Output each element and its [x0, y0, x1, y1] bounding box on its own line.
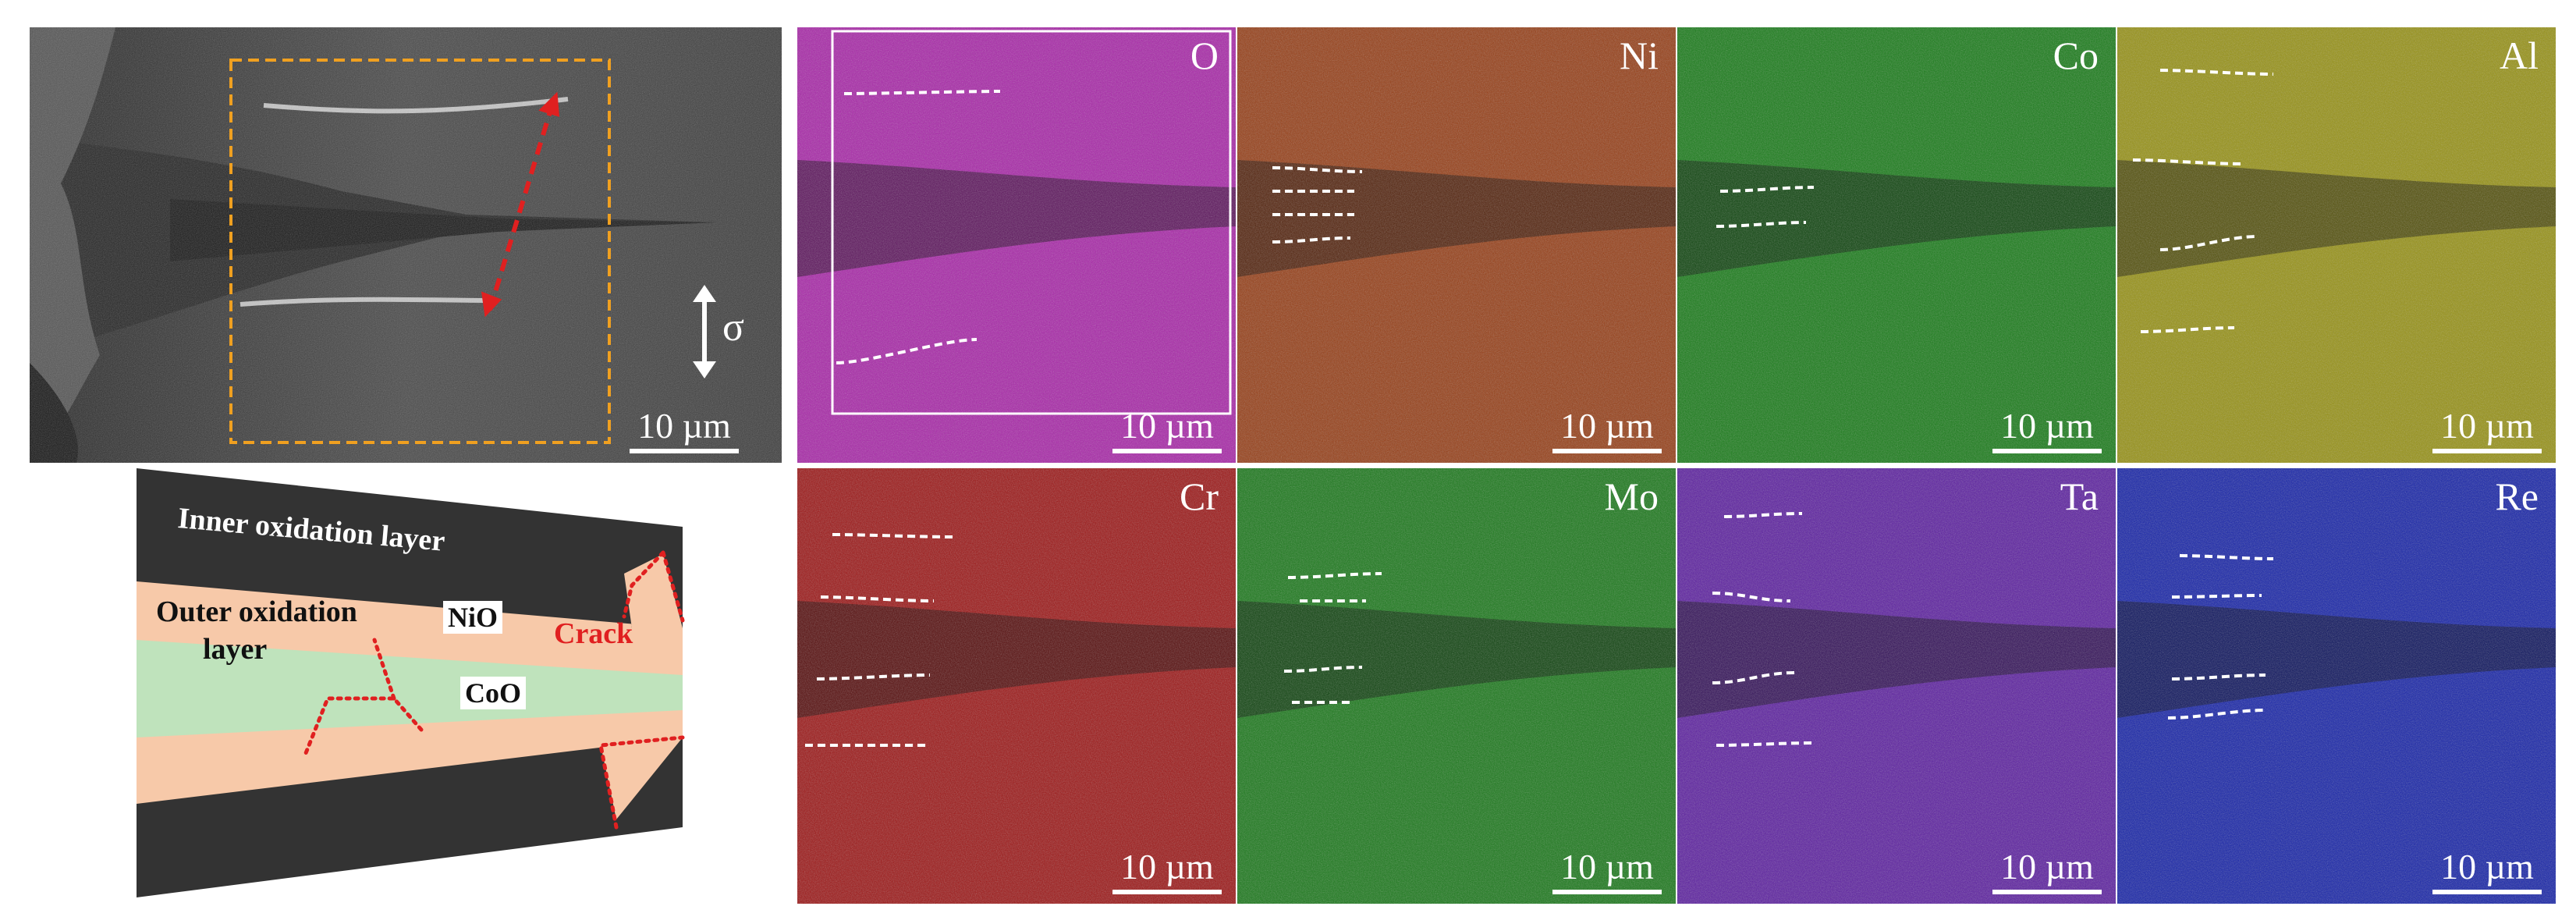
- element-label: Cr: [1180, 474, 1219, 518]
- map-panel-cr: Cr 10 µm: [797, 468, 1236, 904]
- scale-label: 10 µm: [2000, 406, 2094, 446]
- map-panel-ta: Ta 10 µm: [1677, 468, 2116, 904]
- boundary-dashed-line: [1283, 666, 1363, 673]
- map-image: [1237, 27, 1676, 463]
- boundary-dashed-line: [1716, 221, 1807, 228]
- boundary-dashed-line: [1712, 671, 1795, 684]
- scale-label: 10 µm: [2000, 847, 2094, 887]
- boundary-dashed-line: [1723, 512, 1803, 518]
- element-label: Al: [2500, 34, 2539, 77]
- outer-oxidation-label-line1: Outer oxidation: [156, 595, 357, 628]
- scale-label: 10 µm: [1120, 406, 1214, 446]
- outer-oxidation-label-line2: layer: [203, 633, 268, 666]
- scale-label: 10 µm: [2440, 406, 2534, 446]
- map-panel-ni: Ni 10 µm: [1237, 27, 1676, 463]
- map-panel-al: Al 10 µm: [2117, 27, 2556, 463]
- scale-bar-sem: 10 µm: [630, 407, 739, 453]
- scale-line: [1112, 449, 1222, 453]
- scale-line: [1992, 890, 2102, 894]
- scale-line: [1112, 890, 1222, 894]
- scale-bar: 10 µm: [1552, 848, 1662, 894]
- nio-label: NiO: [443, 601, 503, 634]
- boundary-dashed-line: [1712, 592, 1791, 602]
- map-panel-co: Co 10 µm: [1677, 27, 2116, 463]
- scale-label: 10 µm: [637, 406, 731, 446]
- map-image: [797, 27, 1236, 463]
- scale-bar: 10 µm: [1112, 848, 1222, 894]
- coo-label: CoO: [460, 677, 526, 709]
- scale-line: [1552, 890, 1662, 894]
- map-panel-o: O 10 µm: [797, 27, 1236, 463]
- element-label: Co: [2053, 34, 2099, 77]
- scale-label: 10 µm: [1560, 847, 1654, 887]
- element-label: Ni: [1620, 34, 1659, 77]
- scale-line: [1992, 449, 2102, 453]
- scale-label: 10 µm: [2440, 847, 2534, 887]
- element-label: Ta: [2060, 474, 2099, 518]
- boundary-dashed-line: [2132, 158, 2243, 165]
- map-image: [1237, 468, 1676, 904]
- stress-symbol: σ: [722, 305, 745, 350]
- map-image: [1677, 27, 2116, 463]
- schematic-drawing: [137, 468, 685, 897]
- element-label: O: [1190, 34, 1219, 77]
- scale-bar: 10 µm: [1552, 407, 1662, 453]
- scale-line: [1552, 449, 1662, 453]
- scale-line: [630, 449, 739, 453]
- scale-bar: 10 µm: [2432, 848, 2542, 894]
- element-label: Mo: [1604, 474, 1659, 518]
- boundary-dashed-line: [816, 673, 931, 681]
- boundary-dashed-line: [820, 595, 935, 602]
- scale-label: 10 µm: [1560, 406, 1654, 446]
- boundary-dashed-line: [2159, 69, 2274, 76]
- boundary-dashed-line: [843, 90, 1001, 95]
- scale-line: [2432, 890, 2542, 894]
- map-panel-re: Re 10 µm: [2117, 468, 2556, 904]
- oxidation-schematic: Inner oxidation layer Outer oxidation la…: [117, 460, 710, 913]
- scale-bar: 10 µm: [1112, 407, 1222, 453]
- boundary-dashed-line: [836, 338, 978, 364]
- boundary-dashed-line: [2159, 235, 2258, 251]
- region-box: [831, 30, 1232, 415]
- scale-bar: 10 µm: [1992, 848, 2102, 894]
- boundary-dashed-line: [2171, 594, 2262, 599]
- element-label: Re: [2495, 474, 2539, 518]
- scale-bar: 10 µm: [1992, 407, 2102, 453]
- scale-bar: 10 µm: [2432, 407, 2542, 453]
- map-image: [2117, 27, 2556, 463]
- sem-image-panel: σ 10 µm: [30, 27, 782, 463]
- boundary-dashed-line: [1272, 236, 1351, 243]
- crack-label: Crack: [554, 617, 633, 650]
- map-image: [797, 468, 1236, 904]
- boundary-dashed-line: [1272, 166, 1363, 173]
- map-panel-mo: Mo 10 µm: [1237, 468, 1676, 904]
- scale-line: [2432, 449, 2542, 453]
- map-image: [2117, 468, 2556, 904]
- map-image: [1677, 468, 2116, 904]
- sem-image: [30, 27, 782, 463]
- scale-label: 10 µm: [1120, 847, 1214, 887]
